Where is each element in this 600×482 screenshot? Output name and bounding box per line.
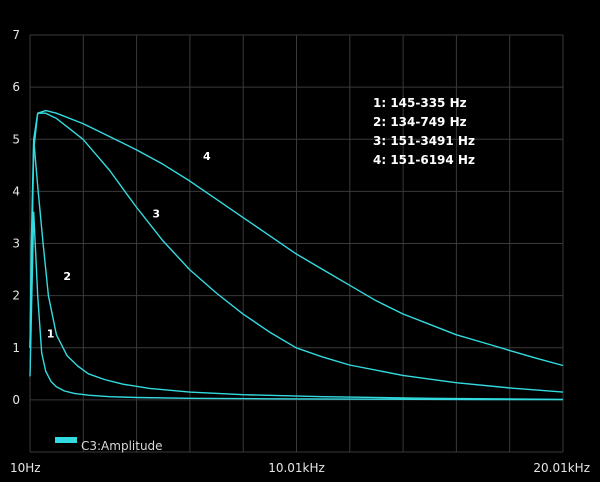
legend-swatch [55,437,77,443]
series-line-1 [29,211,564,401]
legend-label: C3:Amplitude [81,439,163,453]
frequency-annotation: 2: 134-749 Hz [373,115,467,129]
y-axis-ticks: 7 6 5 4 3 2 1 0 [12,28,20,407]
series-line-3 [29,112,564,393]
frequency-annotation: 3: 151-3491 Hz [373,134,475,148]
frequency-annotation: 4: 151-6194 Hz [373,153,475,167]
curve-labels: 1 2 3 4 [47,150,211,340]
legend: C3:Amplitude [55,437,163,453]
frequency-annotation: 1: 145-335 Hz [373,96,467,110]
y-tick-label: 7 [12,28,20,42]
x-tick-label: 10.01kHz [268,461,325,475]
frequency-annotations: 1: 145-335 Hz 2: 134-749 Hz 3: 151-3491 Hz… [373,96,475,167]
x-tick-label: 20.01kHz [533,461,590,475]
y-tick-label: 0 [12,393,20,407]
y-tick-label: 1 [12,341,20,355]
curve-label-2: 2 [63,270,71,283]
grid [29,34,564,453]
series-line-2 [29,138,564,401]
y-tick-label: 2 [12,289,20,303]
y-tick-label: 4 [12,184,20,198]
series-lines [29,109,564,401]
curve-label-3: 3 [152,207,160,220]
y-tick-label: 5 [12,132,20,146]
x-axis-ticks: 10Hz 10.01kHz 20.01kHz [10,461,590,475]
curve-label-4: 4 [203,150,211,163]
y-tick-label: 3 [12,237,20,251]
series-line-4 [29,109,564,367]
curve-label-1: 1 [47,327,55,340]
x-tick-label: 10Hz [10,461,41,475]
y-tick-label: 6 [12,80,20,94]
